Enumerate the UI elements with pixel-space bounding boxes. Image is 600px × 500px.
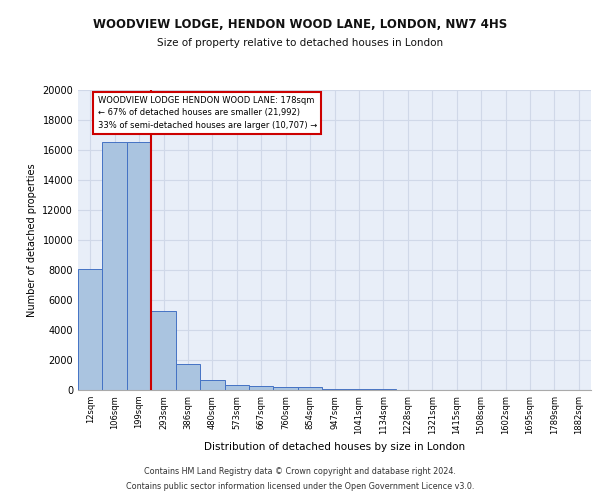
Y-axis label: Number of detached properties: Number of detached properties [27,163,37,317]
Bar [78,268,103,390]
Bar [103,142,127,390]
Bar [151,310,176,390]
Bar [298,387,322,390]
Bar [176,364,200,390]
Text: Contains public sector information licensed under the Open Government Licence v3: Contains public sector information licen… [126,482,474,491]
Bar [224,385,249,390]
Text: WOODVIEW LODGE HENDON WOOD LANE: 178sqm
← 67% of detached houses are smaller (21: WOODVIEW LODGE HENDON WOOD LANE: 178sqm … [98,96,317,130]
Bar [127,142,151,390]
X-axis label: Distribution of detached houses by size in London: Distribution of detached houses by size … [204,442,465,452]
Bar [347,389,371,390]
Bar [274,387,298,390]
Bar [200,380,224,390]
Text: Size of property relative to detached houses in London: Size of property relative to detached ho… [157,38,443,48]
Text: WOODVIEW LODGE, HENDON WOOD LANE, LONDON, NW7 4HS: WOODVIEW LODGE, HENDON WOOD LANE, LONDON… [93,18,507,30]
Text: Contains HM Land Registry data © Crown copyright and database right 2024.: Contains HM Land Registry data © Crown c… [144,467,456,476]
Bar [322,388,347,390]
Bar [249,386,274,390]
